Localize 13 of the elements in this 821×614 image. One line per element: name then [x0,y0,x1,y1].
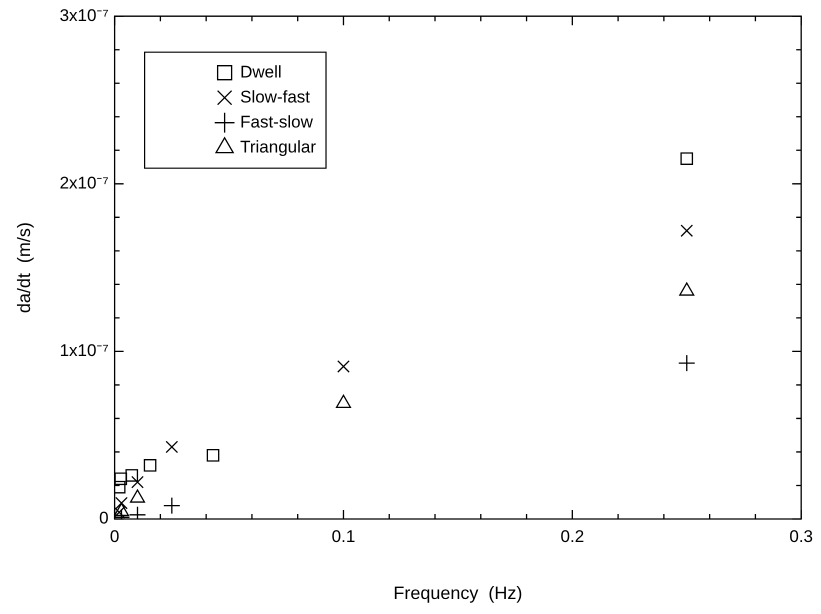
x-axis-title: Frequency (Hz) [393,583,522,604]
x-tick-label: 0.2 [560,526,584,546]
legend-label: Triangular [240,137,316,156]
y-tick-label: 3x10⁻⁷ [60,6,109,25]
x-tick-label: 0.1 [332,526,356,546]
y-tick-label: 2x10⁻⁷ [60,173,109,192]
y-tick-label: 0 [99,508,109,528]
y-axis-title: da/dt (m/s) [14,222,34,314]
legend-label: Slow-fast [240,87,310,106]
legend-label: Dwell [240,62,282,82]
legend-label: Fast-slow [240,112,314,132]
y-tick-label: 1x10⁻⁷ [60,341,109,360]
x-tick-label: 0.3 [789,526,814,546]
